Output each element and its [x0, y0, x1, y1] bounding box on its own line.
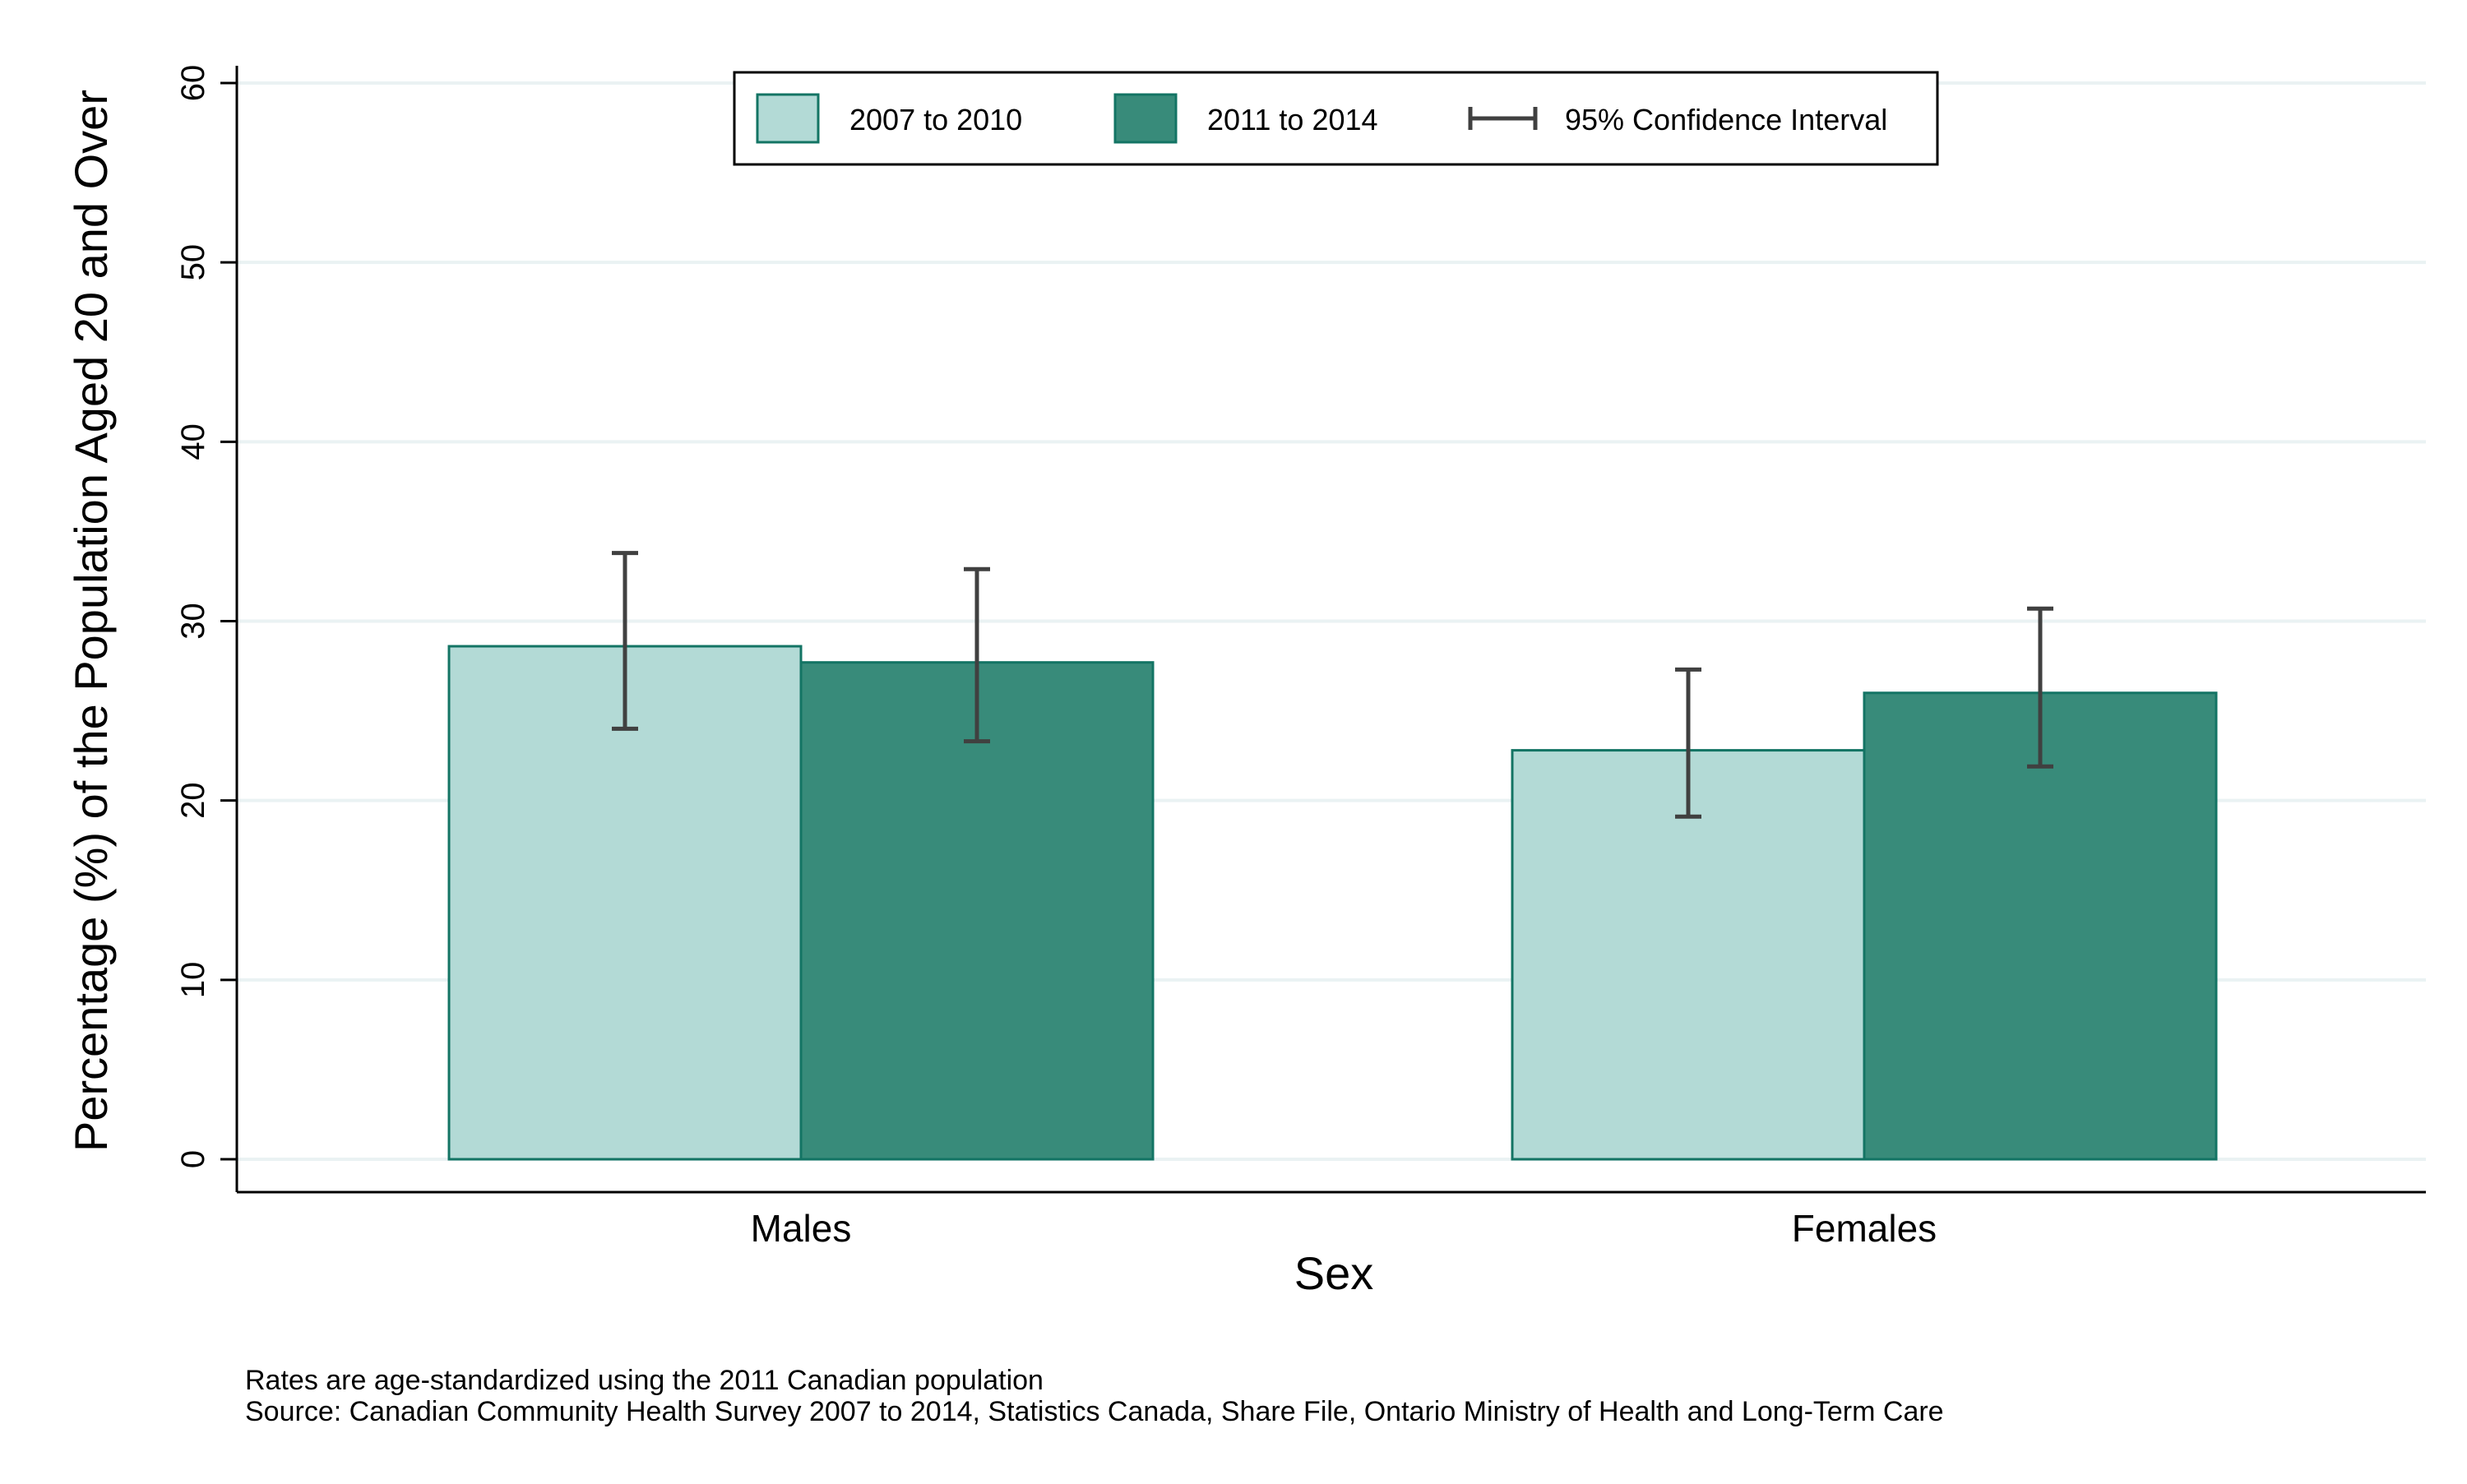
errorbar-females-2007-to-2010: [1675, 667, 1701, 819]
legend-swatch-2007-2010: [756, 93, 820, 144]
y-ticks: 0 10 20 30 40 50 60: [175, 65, 237, 1168]
y-tick-label-50: 50: [175, 244, 211, 281]
bars: [447, 645, 2218, 1161]
y-axis-title: Percentage (%) of the Population Aged 20…: [65, 90, 117, 1152]
errorbar-females-2011-to-2014: [2027, 606, 2053, 769]
x-category-labels: Males Females: [751, 1207, 1937, 1250]
y-tick-label-0: 0: [175, 1150, 211, 1168]
legend-swatch-2011-2014: [1113, 93, 1178, 144]
legend-label-2007-2010: 2007 to 2010: [849, 103, 1022, 136]
note-age-standardized: Rates are age-standardized using the 201…: [245, 1365, 1044, 1396]
legend-ci-symbol: [1468, 107, 1538, 130]
x-category-label-males: Males: [751, 1207, 852, 1250]
bar-females-2011-to-2014: [1863, 691, 2218, 1161]
y-tick-label-60: 60: [175, 65, 211, 102]
x-category-label-females: Females: [1792, 1207, 1937, 1250]
errorbar-males-2011-to-2014: [964, 566, 990, 744]
y-tick-label-10: 10: [175, 962, 211, 999]
x-axis-title: Sex: [1294, 1247, 1374, 1299]
bar-males-2011-to-2014: [799, 661, 1155, 1161]
note-source: Source: Canadian Community Health Survey…: [245, 1396, 1944, 1427]
error-bars: [612, 551, 2053, 819]
legend-label-ci: 95% Confidence Interval: [1565, 103, 1887, 136]
y-tick-label-20: 20: [175, 782, 211, 819]
errorbar-males-2007-to-2010: [612, 551, 638, 731]
bar-males-2007-to-2010: [447, 645, 803, 1161]
y-tick-label-30: 30: [175, 603, 211, 640]
y-tick-label-40: 40: [175, 423, 211, 460]
legend-label-2011-2014: 2011 to 2014: [1207, 103, 1378, 136]
axes: [235, 66, 2426, 1194]
legend: 2007 to 2010 2011 to 2014 95% Confidence…: [733, 71, 1939, 166]
legend-box: [733, 71, 1939, 166]
